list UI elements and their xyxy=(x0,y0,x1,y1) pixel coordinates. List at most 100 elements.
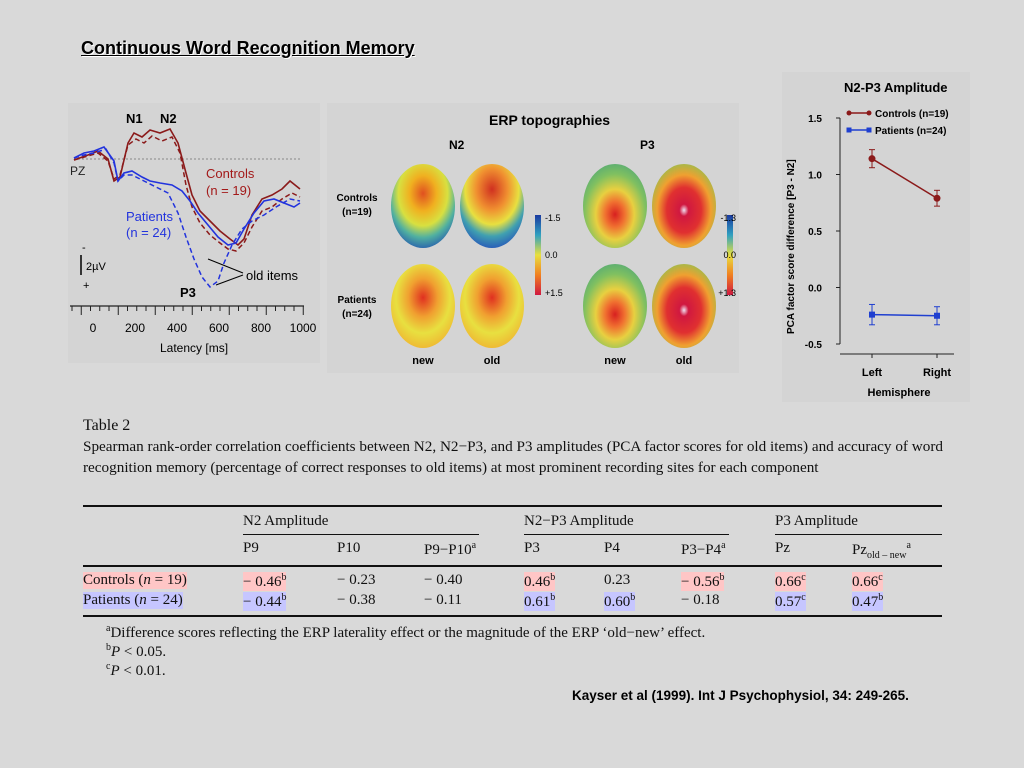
group-rule xyxy=(243,534,479,535)
legend-patients-n: (n = 24) xyxy=(126,225,171,240)
group-header-p3: P3 Amplitude xyxy=(775,513,858,529)
patients-new-wave xyxy=(73,146,301,246)
scale-minus: - xyxy=(82,242,86,254)
row-label: Patients (n = 24) xyxy=(83,592,183,609)
table-cell: 0.57c xyxy=(775,592,806,611)
chart-title: N2-P3 Amplitude xyxy=(844,80,948,95)
erp-waveform-figure: N1 N2 PZ Controls (n = 19) Patients (n =… xyxy=(68,103,320,363)
x-tick-label: 600 xyxy=(209,321,229,335)
column-header: Pz xyxy=(775,540,790,556)
legend-marker xyxy=(846,110,852,116)
table-cell: 0.66c xyxy=(852,572,883,591)
column-header: P10 xyxy=(337,540,361,556)
column-header: P9 xyxy=(243,540,259,556)
table-cell: − 0.11 xyxy=(424,592,462,608)
table-cell: − 0.23 xyxy=(337,572,376,588)
topomap-patients-n2-new xyxy=(391,264,455,348)
table-cell: − 0.38 xyxy=(337,592,376,608)
legend-controls-n: (n = 19) xyxy=(206,183,251,198)
annotation-old-items: old items xyxy=(246,268,299,283)
column-header: P3−P4a xyxy=(681,540,726,558)
footnote: cP < 0.01. xyxy=(106,661,166,679)
row-label-controls: Controls xyxy=(336,193,378,204)
legend-marker xyxy=(866,110,872,116)
n2-scale-label: -1.5 xyxy=(545,213,561,223)
legend-marker xyxy=(866,127,872,133)
table-cell: − 0.40 xyxy=(424,572,463,588)
legend-controls: Controls xyxy=(206,166,255,181)
x-tick-label: 1000 xyxy=(290,321,317,335)
legend-patients: Patients xyxy=(126,209,173,224)
citation: Kayser et al (1999). Int J Psychophysiol… xyxy=(572,688,909,703)
col-label-old: old xyxy=(676,355,693,367)
data-point xyxy=(868,155,876,163)
row-label-patients-n: (n=24) xyxy=(342,309,372,320)
row-label-patients: Patients xyxy=(338,295,377,306)
group-rule xyxy=(524,534,729,535)
series-line xyxy=(871,313,938,317)
table-cell: 0.60b xyxy=(604,592,636,611)
table-top-rule xyxy=(83,505,942,507)
table-label: Table 2 xyxy=(83,417,131,434)
y-tick-label: -0.5 xyxy=(805,340,823,351)
table-cell: 0.47b xyxy=(852,592,884,611)
column-header: P4 xyxy=(604,540,620,556)
topomap-patients-p3-new xyxy=(583,264,647,348)
scale-label: 2µV xyxy=(86,261,106,273)
table-bottom-rule xyxy=(83,615,942,617)
y-tick-label: 1.5 xyxy=(808,114,822,125)
table-cell: − 0.44b xyxy=(243,592,287,611)
legend-marker xyxy=(846,127,852,133)
footnote: bP < 0.05. xyxy=(106,642,167,660)
topo-component-n2: N2 xyxy=(449,138,465,152)
peak-label-n1: N1 xyxy=(126,111,143,126)
scale-plus: + xyxy=(83,280,89,292)
group-header-n2-p3: N2−P3 Amplitude xyxy=(524,513,634,529)
topomap-controls-n2-new xyxy=(391,164,455,248)
controls-old-wave xyxy=(73,135,301,252)
x-tick-label: 800 xyxy=(251,321,271,335)
row-label-controls-n: (n=19) xyxy=(342,207,372,218)
peak-label-p3: P3 xyxy=(180,285,196,300)
table-caption: Spearman rank-order correlation coeffici… xyxy=(83,438,943,476)
p3-scale-label: +1.3 xyxy=(718,288,736,298)
group-header-n2: N2 Amplitude xyxy=(243,513,329,529)
table-cell: 0.61b xyxy=(524,592,556,611)
column-header: P3 xyxy=(524,540,540,556)
y-tick-label: 0.5 xyxy=(808,227,822,238)
n2-p3-amplitude-chart: N2-P3 Amplitude Controls (n=19) Patients … xyxy=(782,72,970,402)
p3-scale-label: -1.3 xyxy=(720,213,736,223)
x-tick-label: Left xyxy=(862,367,883,379)
table-cell: 0.46b xyxy=(524,572,556,591)
legend-label: Controls (n=19) xyxy=(875,109,949,120)
footnote: aDifference scores reflecting the ERP la… xyxy=(106,623,706,641)
n2-scale-label: +1.5 xyxy=(545,288,563,298)
y-tick-label: 1.0 xyxy=(808,171,822,182)
col-label-new: new xyxy=(412,355,434,367)
p3-scale-label: 0.0 xyxy=(723,250,736,260)
column-header: P9−P10a xyxy=(424,540,477,558)
topomap-patients-p3-old xyxy=(652,264,716,348)
p3-color-scale xyxy=(727,215,733,295)
table-cell: − 0.56b xyxy=(681,572,725,591)
table-cell: 0.66c xyxy=(775,572,806,591)
patients-old-wave xyxy=(73,148,301,289)
table-cell: − 0.18 xyxy=(681,592,720,608)
x-axis-label: Hemisphere xyxy=(868,387,931,399)
erp-topographies-figure: ERP topographies N2 P3 Controls (n=19) P… xyxy=(327,103,739,373)
slide-title: Continuous Word Recognition Memory xyxy=(81,38,415,58)
col-label-old: old xyxy=(484,355,501,367)
y-tick-label: 0.0 xyxy=(808,284,822,295)
n2-color-scale xyxy=(535,215,541,295)
topomap-controls-p3-old xyxy=(652,164,716,248)
group-rule xyxy=(775,534,942,535)
n2-scale-label: 0.0 xyxy=(545,250,558,260)
x-axis-label: Latency [ms] xyxy=(160,341,228,355)
topo-title: ERP topographies xyxy=(489,112,610,128)
column-header: Pzold – newa xyxy=(852,540,911,561)
x-tick-label: 200 xyxy=(125,321,145,335)
topomap-patients-n2-old xyxy=(460,264,524,348)
topomap-controls-p3-new xyxy=(583,164,647,248)
annotation-pointer xyxy=(207,258,244,274)
site-label: PZ xyxy=(70,164,85,178)
